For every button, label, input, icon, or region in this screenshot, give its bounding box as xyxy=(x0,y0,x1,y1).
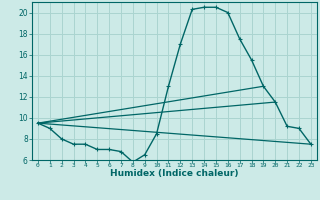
X-axis label: Humidex (Indice chaleur): Humidex (Indice chaleur) xyxy=(110,169,239,178)
